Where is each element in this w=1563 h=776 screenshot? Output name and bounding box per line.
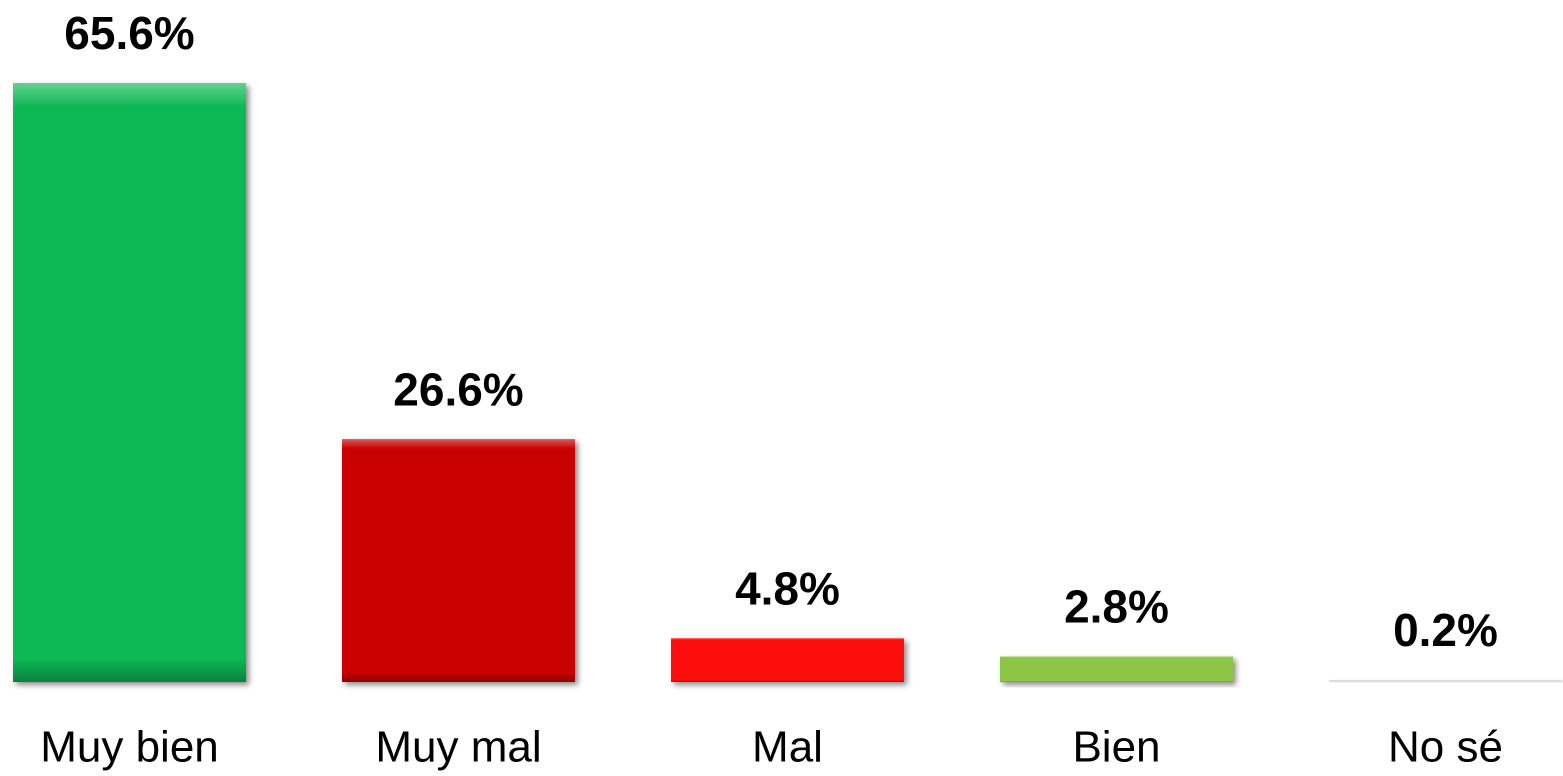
bar (671, 638, 904, 682)
value-label: 2.8% (1064, 581, 1169, 633)
x-tick-label: Muy bien (40, 723, 219, 772)
value-label: 0.2% (1393, 604, 1498, 656)
value-label: 26.6% (393, 363, 523, 415)
x-tick-label: Bien (1072, 723, 1160, 772)
x-tick-label: Mal (752, 723, 823, 772)
x-tick-label: Muy mal (375, 723, 541, 772)
x-tick-label: No sé (1388, 723, 1503, 772)
bar (1000, 656, 1233, 682)
bar (1329, 680, 1562, 682)
value-label: 65.6% (64, 7, 194, 59)
value-label: 4.8% (735, 562, 840, 614)
bar (342, 439, 575, 682)
bar (13, 83, 246, 682)
